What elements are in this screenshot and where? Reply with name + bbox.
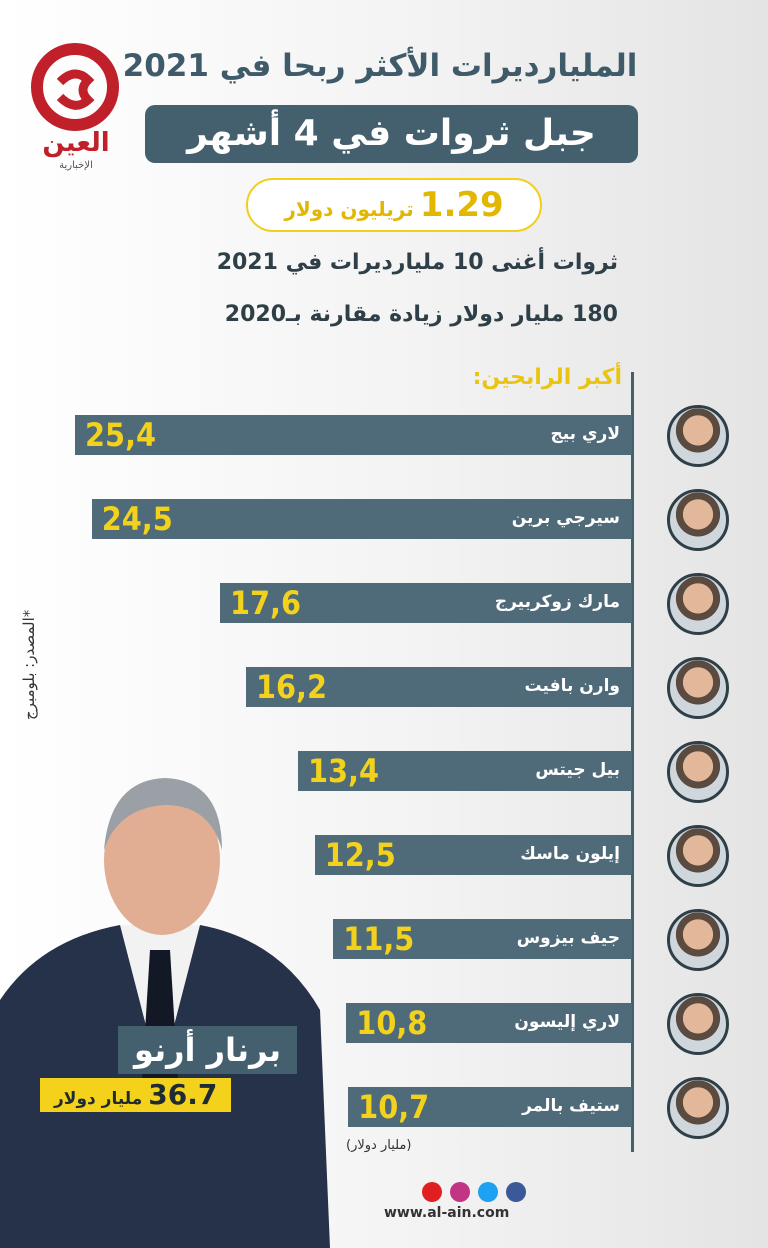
photo bbox=[667, 993, 729, 1055]
bar-label: مارك زوكربيرج bbox=[494, 592, 620, 612]
value-label: 11,5 bbox=[343, 920, 415, 958]
bar-label: إيلون ماسك bbox=[520, 844, 620, 864]
bar-label: سيرجي برين bbox=[511, 508, 620, 528]
value-label: 17,6 bbox=[229, 584, 301, 622]
subtitle-line: ثروات أغنى 10 مليارديرات في 2021 bbox=[216, 250, 618, 275]
highlight-value: 36.7 bbox=[148, 1078, 218, 1111]
value-label: 13,4 bbox=[307, 752, 380, 790]
photo bbox=[667, 741, 729, 803]
bar-label: جيف بيزوس bbox=[516, 928, 620, 948]
logo-mark bbox=[31, 43, 119, 131]
footer-url: www.al-ain.com bbox=[384, 1205, 510, 1221]
portrait bbox=[0, 778, 330, 1248]
value-label: 24,5 bbox=[101, 500, 173, 538]
photo bbox=[667, 909, 729, 971]
bar: وارن بافيت 16,2 bbox=[245, 667, 632, 707]
bar: بيل جيتس 13,4 bbox=[297, 751, 632, 791]
bar: ستيف بالمر 10,7 bbox=[348, 1087, 632, 1127]
subtitle-line: 180 مليار دولار زيادة مقارنة بـ2020 bbox=[224, 302, 618, 327]
social-icons bbox=[422, 1182, 526, 1202]
bar: لاري إليسون 10,8 bbox=[346, 1003, 632, 1043]
total-box: 1.29تريليون دولار bbox=[246, 178, 542, 232]
bar: مارك زوكربيرج 17,6 bbox=[219, 583, 632, 623]
photo bbox=[667, 825, 729, 887]
bar: لاري بيج 25,4 bbox=[75, 415, 632, 455]
photo bbox=[667, 1077, 729, 1139]
value-label: 16,2 bbox=[255, 668, 327, 706]
photo bbox=[667, 405, 729, 467]
title: المليارديرات الأكثر ربحا في 2021 bbox=[122, 48, 638, 84]
bar-label: ستيف بالمر bbox=[522, 1096, 620, 1116]
bar-label: لاري إليسون bbox=[514, 1012, 620, 1032]
photo bbox=[667, 573, 729, 635]
highlight-unit: مليار دولار bbox=[54, 1089, 143, 1109]
unit-label: (مليار دولار) bbox=[346, 1138, 412, 1153]
total-unit: تريليون دولار bbox=[284, 197, 414, 221]
photo bbox=[667, 657, 729, 719]
logo-tagline: الإخبارية bbox=[59, 160, 93, 171]
highlight-name: برنار أرنو bbox=[118, 1026, 297, 1074]
total-value: 1.29 bbox=[419, 185, 504, 225]
bar-label: بيل جيتس bbox=[535, 760, 620, 780]
bar: إيلون ماسك 12,5 bbox=[314, 835, 632, 875]
photo bbox=[667, 489, 729, 551]
banner: جبل ثروات في 4 أشهر bbox=[145, 105, 638, 163]
bar: جيف بيزوس 11,5 bbox=[333, 919, 632, 959]
chart-title: أكبر الرابحين: bbox=[472, 365, 622, 390]
value-label: 10,8 bbox=[356, 1004, 428, 1042]
bar-label: لاري بيج bbox=[550, 424, 620, 444]
bar: سيرجي برين 24,5 bbox=[91, 499, 632, 539]
logo-name: العين bbox=[42, 128, 110, 158]
highlight-box: 36.7مليار دولار bbox=[40, 1078, 232, 1112]
bar-label: وارن بافيت bbox=[524, 676, 620, 696]
value-label: 10,7 bbox=[358, 1088, 430, 1126]
source: *المصدر: بلومبرج bbox=[20, 609, 38, 720]
value-label: 25,4 bbox=[85, 416, 157, 454]
value-label: 12,5 bbox=[324, 836, 396, 874]
axis-line bbox=[631, 372, 634, 1152]
